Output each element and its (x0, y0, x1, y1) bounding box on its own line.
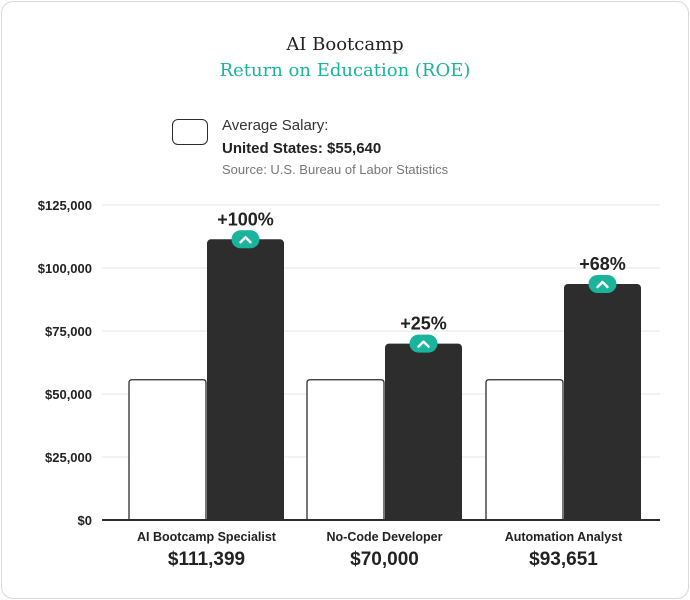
increase-pill (231, 230, 260, 249)
chevron-up-icon (417, 340, 430, 348)
y-tick-label: $0 (78, 513, 92, 528)
x-category-label: AI Bootcamp Specialist (137, 530, 277, 544)
bar-role-salary-base (564, 514, 641, 520)
increase-label: +100% (217, 209, 274, 229)
bar-average-salary (485, 379, 564, 520)
y-tick-label: $50,000 (45, 387, 92, 402)
y-tick-label: $125,000 (38, 198, 92, 213)
category-salary-value: $70,000 (350, 549, 419, 570)
y-tick-label: $75,000 (45, 324, 92, 339)
legend-source: Source: U.S. Bureau of Labor Statistics (222, 162, 449, 177)
increase-pill (409, 334, 438, 353)
category-salary-value: $111,399 (168, 549, 245, 570)
chevron-up-icon (239, 236, 252, 244)
category-salary-value: $93,651 (529, 549, 598, 570)
increase-label: +68% (579, 254, 626, 274)
increase-pill (588, 274, 617, 293)
bar-role-salary-base (385, 514, 462, 520)
bar-role-salary (207, 239, 284, 520)
bar-role-salary-base (207, 514, 284, 520)
legend-label: Average Salary: (222, 117, 329, 134)
x-category-label: No-Code Developer (327, 530, 443, 544)
chart-title: AI Bootcamp (286, 34, 404, 55)
bar-average-salary (306, 379, 385, 520)
bar-average-salary (128, 379, 207, 520)
legend-swatch-average-salary (172, 119, 208, 145)
x-category-label: Automation Analyst (505, 530, 623, 544)
y-tick-label: $100,000 (38, 261, 92, 276)
bar-role-salary (385, 343, 462, 520)
chart-subtitle: Return on Education (ROE) (219, 60, 471, 81)
chevron-up-icon (596, 280, 609, 289)
legend-us-average: United States: $55,640 (222, 140, 382, 157)
increase-label: +25% (400, 314, 447, 334)
bar-role-salary (564, 283, 641, 520)
y-tick-label: $25,000 (45, 450, 92, 465)
